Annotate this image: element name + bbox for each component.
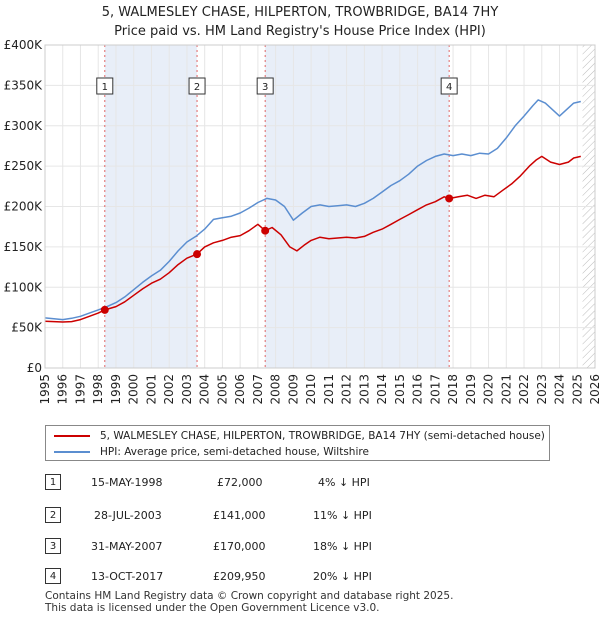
chart-title: 5, WALMESLEY CHASE, HILPERTON, TROWBRIDG…	[102, 5, 499, 20]
x-tick-label: 1998	[91, 374, 105, 405]
legend-item-property: 5, WALMESLEY CHASE, HILPERTON, TROWBRIDG…	[54, 428, 545, 444]
sale-row-2: 2 28-JUL-2003 £141,000 11% ↓ HPI	[45, 507, 445, 527]
y-tick-label: £0	[27, 361, 42, 375]
x-tick-label: 2020	[482, 374, 496, 405]
x-tick-label: 2002	[162, 374, 176, 405]
sale-row-1: 1 15-MAY-1998 £72,000 4% ↓ HPI	[45, 474, 445, 494]
x-tick-label: 2001	[144, 374, 158, 405]
sale-row-4: 4 13-OCT-2017 £209,950 20% ↓ HPI	[45, 568, 445, 588]
x-tick-label: 2006	[233, 374, 247, 405]
sale-date: 31-MAY-2007	[91, 540, 163, 553]
sale-marker	[261, 226, 270, 235]
x-tick-label: 2014	[375, 374, 389, 405]
sale-marker-box	[256, 77, 274, 95]
sale-marker-label: 4	[446, 82, 452, 93]
sale-price: £141,000	[213, 509, 266, 522]
x-tick-label: 2024	[553, 374, 567, 405]
x-tick-label: 2007	[251, 374, 265, 405]
sale-price: £170,000	[213, 540, 266, 553]
x-tick-label: 2000	[127, 374, 141, 405]
plot-frame	[44, 44, 596, 369]
chart-subtitle: Price paid vs. HM Land Registry's House …	[114, 24, 486, 39]
x-tick-label: 1995	[38, 374, 52, 405]
x-tick-label: 2016	[411, 374, 425, 405]
x-tick-label: 2025	[570, 374, 584, 405]
x-tick-label: 2023	[535, 374, 549, 405]
x-tick-label: 1997	[73, 374, 87, 405]
y-tick-label: £400K	[4, 38, 44, 52]
sale-marker-label: 1	[102, 82, 108, 93]
sale-hpi-diff: 4% ↓ HPI	[318, 476, 370, 489]
sale-date: 13-OCT-2017	[91, 570, 164, 583]
legend-swatch-hpi	[54, 451, 90, 453]
sale-badge: 3	[45, 538, 61, 554]
x-tick-label: 1996	[56, 374, 70, 405]
legend: 5, WALMESLEY CHASE, HILPERTON, TROWBRIDG…	[45, 425, 550, 461]
sale-badge: 1	[45, 474, 61, 490]
y-tick-label: £300K	[4, 119, 44, 133]
x-tick-label: 2017	[428, 374, 442, 405]
sale-marker-box	[188, 77, 206, 95]
x-tick-label: 2015	[393, 374, 407, 405]
x-tick-label: 2011	[322, 374, 336, 405]
legend-item-hpi: HPI: Average price, semi-detached house,…	[54, 444, 369, 460]
sale-marker-label: 3	[262, 82, 268, 93]
x-tick-label: 2010	[304, 374, 318, 405]
y-tick-label: £150K	[4, 240, 44, 254]
sale-hpi-diff: 20% ↓ HPI	[313, 570, 372, 583]
sale-row-3: 3 31-MAY-2007 £170,000 18% ↓ HPI	[45, 538, 445, 558]
x-tick-label: 2005	[215, 374, 229, 405]
x-tick-label: 2004	[198, 374, 212, 405]
x-tick-label: 2019	[464, 374, 478, 405]
sale-marker-box	[440, 77, 458, 95]
legend-label-property: 5, WALMESLEY CHASE, HILPERTON, TROWBRIDG…	[100, 430, 545, 442]
x-tick-label: 2018	[446, 374, 460, 405]
price-chart: 5, WALMESLEY CHASE, HILPERTON, TROWBRIDG…	[4, 5, 600, 405]
y-tick-label: £350K	[4, 78, 44, 92]
sale-badge: 4	[45, 568, 61, 584]
x-tick-label: 2026	[588, 374, 600, 405]
sale-price: £209,950	[213, 570, 266, 583]
sale-marker-box	[96, 77, 114, 95]
x-tick-label: 2009	[286, 374, 300, 405]
footer-licence: This data is licensed under the Open Gov…	[45, 602, 380, 614]
sale-badge: 2	[45, 507, 61, 523]
x-tick-label: 2013	[357, 374, 371, 405]
y-tick-label: £200K	[4, 200, 44, 214]
sale-marker	[445, 194, 454, 203]
sale-marker	[193, 250, 202, 259]
y-tick-label: £50K	[11, 321, 43, 335]
x-tick-label: 1999	[109, 374, 123, 405]
x-tick-label: 2012	[340, 374, 354, 405]
legend-label-hpi: HPI: Average price, semi-detached house,…	[100, 446, 369, 458]
x-tick-label: 2008	[269, 374, 283, 405]
sale-hpi-diff: 11% ↓ HPI	[313, 509, 372, 522]
x-tick-label: 2003	[180, 374, 194, 405]
footer-copyright: Contains HM Land Registry data © Crown c…	[45, 590, 454, 602]
sale-date: 28-JUL-2003	[94, 509, 162, 522]
x-tick-label: 2022	[517, 374, 531, 405]
series-line	[44, 99, 581, 321]
sale-marker	[100, 305, 109, 314]
series-line	[44, 155, 581, 323]
y-tick-label: £250K	[4, 159, 44, 173]
sale-price: £72,000	[217, 476, 263, 489]
y-tick-label: £100K	[4, 280, 44, 294]
sale-marker-label: 2	[194, 82, 200, 93]
sale-date: 15-MAY-1998	[91, 476, 163, 489]
sale-hpi-diff: 18% ↓ HPI	[313, 540, 372, 553]
legend-swatch-property	[54, 435, 90, 437]
x-tick-label: 2021	[499, 374, 513, 405]
